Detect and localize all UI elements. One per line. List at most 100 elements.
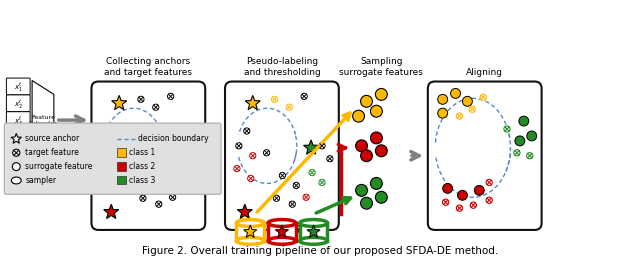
Text: Aligning: Aligning: [466, 68, 503, 76]
Circle shape: [186, 179, 191, 186]
Circle shape: [301, 93, 307, 99]
Circle shape: [156, 201, 162, 207]
Circle shape: [443, 183, 452, 193]
Text: $\vdots$: $\vdots$: [15, 132, 21, 142]
Circle shape: [303, 194, 309, 200]
FancyBboxPatch shape: [117, 175, 126, 185]
Circle shape: [463, 96, 472, 106]
Polygon shape: [32, 81, 54, 160]
Circle shape: [140, 195, 146, 201]
Text: $x_2^t$: $x_2^t$: [14, 97, 23, 110]
Circle shape: [515, 136, 525, 146]
Circle shape: [193, 156, 200, 162]
Circle shape: [186, 143, 191, 149]
FancyBboxPatch shape: [428, 81, 541, 230]
Circle shape: [451, 88, 461, 98]
Circle shape: [236, 143, 242, 149]
Text: target feature: target feature: [25, 148, 79, 157]
Polygon shape: [111, 95, 127, 110]
Circle shape: [289, 201, 296, 207]
Circle shape: [110, 128, 116, 134]
Circle shape: [100, 165, 106, 172]
Circle shape: [474, 185, 484, 195]
Ellipse shape: [300, 237, 328, 244]
Circle shape: [102, 143, 108, 149]
Circle shape: [264, 150, 269, 156]
Circle shape: [527, 131, 537, 141]
Circle shape: [514, 150, 520, 156]
FancyBboxPatch shape: [117, 162, 126, 171]
Text: sampler: sampler: [25, 176, 56, 185]
Circle shape: [376, 88, 387, 100]
Circle shape: [376, 191, 387, 203]
Circle shape: [519, 116, 529, 126]
Circle shape: [170, 194, 176, 200]
Circle shape: [456, 205, 463, 211]
Circle shape: [470, 202, 476, 208]
FancyBboxPatch shape: [6, 145, 30, 162]
Circle shape: [486, 179, 492, 186]
Polygon shape: [236, 223, 264, 241]
Text: Figure 2. Overall training pipeline of our proposed SFDA-DE method.: Figure 2. Overall training pipeline of o…: [142, 246, 498, 256]
Ellipse shape: [236, 220, 264, 227]
Text: $x_1^t$: $x_1^t$: [14, 80, 23, 93]
Polygon shape: [237, 204, 252, 218]
Circle shape: [248, 175, 254, 182]
Circle shape: [527, 153, 533, 159]
FancyBboxPatch shape: [6, 78, 30, 95]
Circle shape: [293, 182, 300, 188]
Circle shape: [371, 177, 382, 189]
Circle shape: [309, 169, 316, 176]
FancyBboxPatch shape: [4, 123, 221, 194]
Circle shape: [168, 93, 173, 99]
Circle shape: [146, 173, 152, 179]
Circle shape: [116, 153, 122, 159]
Circle shape: [319, 179, 325, 186]
FancyBboxPatch shape: [92, 81, 205, 230]
Ellipse shape: [300, 220, 328, 227]
Circle shape: [234, 165, 240, 172]
Text: Feature
Extractor: Feature Extractor: [28, 115, 58, 126]
FancyBboxPatch shape: [225, 81, 339, 230]
Circle shape: [371, 105, 382, 117]
Circle shape: [504, 126, 510, 132]
Circle shape: [438, 94, 447, 104]
Text: $x_3^t$: $x_3^t$: [13, 114, 23, 127]
Circle shape: [175, 169, 182, 176]
Circle shape: [286, 104, 292, 110]
Circle shape: [250, 153, 256, 159]
Ellipse shape: [236, 237, 264, 244]
Circle shape: [469, 106, 476, 112]
FancyBboxPatch shape: [6, 112, 30, 128]
Polygon shape: [275, 225, 289, 238]
Ellipse shape: [12, 177, 21, 184]
Text: decision boundary: decision boundary: [138, 134, 209, 143]
Text: Pseudo-labeling
and thresholding: Pseudo-labeling and thresholding: [244, 57, 320, 76]
Circle shape: [356, 185, 367, 196]
Polygon shape: [11, 133, 22, 143]
Circle shape: [13, 149, 20, 156]
Circle shape: [442, 199, 449, 205]
Circle shape: [376, 145, 387, 157]
Circle shape: [371, 132, 382, 144]
Text: class 1: class 1: [129, 148, 156, 157]
Polygon shape: [307, 225, 320, 238]
Circle shape: [130, 150, 136, 156]
Polygon shape: [300, 223, 328, 241]
Text: surrogate feature: surrogate feature: [25, 162, 93, 171]
Polygon shape: [303, 140, 319, 154]
Ellipse shape: [268, 220, 296, 227]
Circle shape: [456, 113, 463, 119]
Circle shape: [458, 190, 467, 200]
Circle shape: [360, 197, 372, 209]
Circle shape: [356, 140, 367, 152]
Polygon shape: [245, 95, 260, 110]
Circle shape: [486, 197, 492, 203]
Text: $x_{n_t}^t$: $x_{n_t}^t$: [13, 147, 24, 161]
Circle shape: [319, 143, 325, 149]
Circle shape: [279, 173, 285, 179]
FancyBboxPatch shape: [117, 148, 126, 157]
Polygon shape: [170, 140, 185, 154]
Text: SDE: SDE: [294, 225, 316, 235]
Circle shape: [12, 163, 20, 171]
